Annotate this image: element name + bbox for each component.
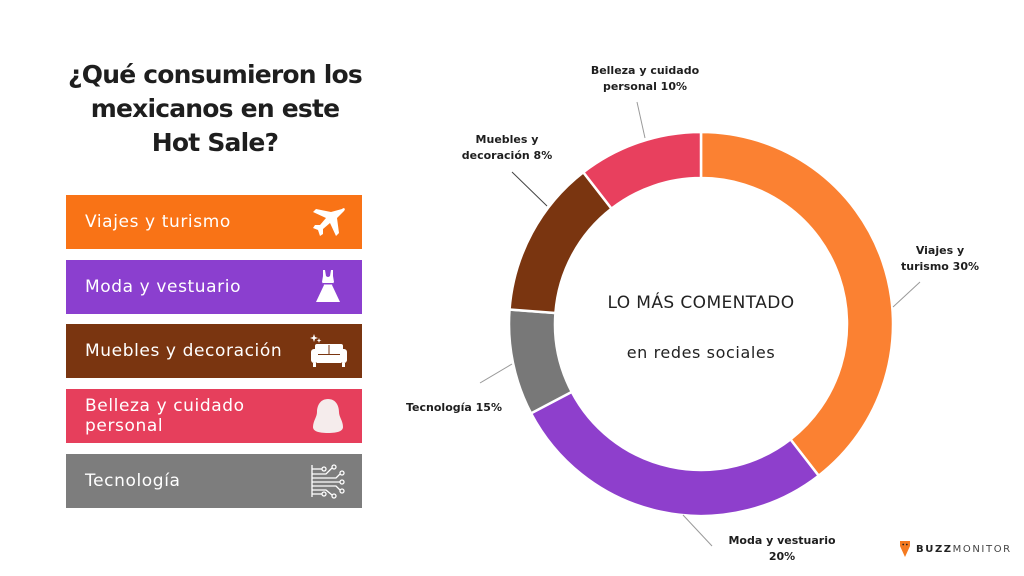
donut-slice-viajes — [699, 130, 895, 478]
data-label-muebles: Muebles y decoración 8% — [455, 132, 559, 164]
woman-hair-icon — [313, 399, 343, 433]
buzzmonitor-logo-icon — [900, 541, 910, 557]
category-label: Viajes y turismo — [85, 212, 231, 232]
category-belleza: Belleza y cuidado personal — [66, 389, 362, 443]
data-label-line: Moda y vestuario — [728, 534, 836, 547]
data-label-belleza: Belleza y cuidado personal 10% — [580, 63, 710, 95]
data-label-line: Muebles y — [475, 133, 539, 146]
data-label-tecnologia: Tecnología 15% — [398, 400, 510, 416]
dress-icon — [316, 270, 340, 302]
donut-slice-belleza — [581, 130, 703, 211]
data-label-line: Viajes y — [915, 244, 965, 257]
category-label: Muebles y decoración — [85, 341, 283, 361]
category-moda: Moda y vestuario — [66, 260, 362, 314]
page-title: ¿Qué consumieron los mexicanos en este H… — [50, 58, 380, 160]
title-line-3: Hot Sale? — [151, 128, 279, 157]
title-line-1: ¿Qué consumieron los — [68, 60, 363, 89]
title-line-2: mexicanos en este — [90, 94, 340, 123]
data-label-line: Belleza y cuidado — [590, 64, 700, 77]
data-label-moda: Moda y vestuario 20% — [712, 533, 852, 565]
airplane-icon — [313, 208, 345, 236]
leader-line-belleza — [636, 101, 646, 139]
data-label-line: Tecnología 15% — [406, 401, 502, 414]
sofa-icon — [310, 334, 347, 367]
data-label-line: decoración 8% — [461, 149, 553, 162]
donut-slice-muebles — [508, 170, 614, 315]
data-label-viajes: Viajes y turismo 30% — [890, 243, 990, 275]
circuit-icon — [311, 464, 345, 499]
chart-title: LO MÁS COMENTADO — [607, 293, 795, 313]
chart-subtitle: en redes sociales — [626, 343, 776, 362]
data-label-line: personal 10% — [602, 80, 688, 93]
brand-regular: MONITOR — [952, 543, 1012, 555]
brand-bold: BUZZ — [916, 543, 953, 555]
data-label-line: 20% — [768, 550, 796, 563]
leader-line-viajes — [892, 281, 921, 308]
buzzmonitor-logo: BUZZ MONITOR — [900, 541, 1012, 557]
category-muebles: Muebles y decoración — [66, 324, 362, 378]
category-label: Moda y vestuario — [85, 277, 242, 297]
leader-line-moda — [682, 514, 713, 547]
category-label: Tecnología — [85, 471, 181, 491]
category-label: Belleza y cuidado personal — [85, 396, 245, 436]
donut-slice-moda — [529, 390, 821, 518]
leader-line-tecnologia — [479, 363, 513, 384]
category-tecnologia: Tecnología — [66, 454, 362, 508]
category-viajes: Viajes y turismo — [66, 195, 362, 249]
leader-line-muebles — [511, 171, 548, 207]
data-label-line: turismo 30% — [900, 260, 979, 273]
